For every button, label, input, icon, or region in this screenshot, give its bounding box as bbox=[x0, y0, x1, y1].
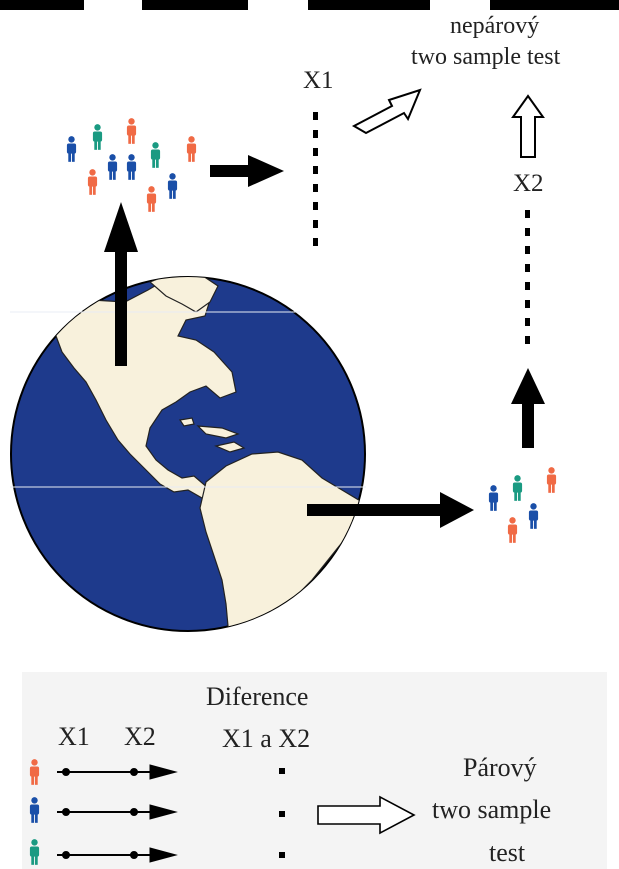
arrow-icon bbox=[104, 202, 138, 366]
unpaired-test-title-line1: nepárový bbox=[450, 13, 540, 39]
unpaired-test-title-line2: two sample test bbox=[411, 44, 561, 70]
south-america-landmass bbox=[199, 451, 363, 631]
difference-label-line1: Diference bbox=[206, 682, 309, 711]
globe-icon bbox=[10, 276, 366, 632]
top-edge-gap bbox=[248, 0, 308, 10]
arrow-icon bbox=[307, 492, 474, 528]
paired-test-title-line3: test bbox=[489, 838, 526, 867]
x2-label-right: X2 bbox=[513, 170, 544, 197]
x1-label-bottom: X1 bbox=[58, 722, 90, 751]
x1-dots bbox=[313, 112, 318, 246]
hollow-arrow-icon bbox=[511, 94, 545, 158]
hollow-arrow-icon bbox=[351, 88, 422, 135]
person-icon bbox=[29, 759, 40, 785]
caribbean-island bbox=[214, 441, 246, 453]
pair-arrow-row bbox=[57, 847, 178, 863]
x2-label-bottom: X2 bbox=[124, 722, 156, 751]
difference-dot bbox=[279, 811, 285, 817]
difference-label-line2: X1 a X2 bbox=[222, 724, 311, 753]
greenland-landmass bbox=[148, 277, 219, 313]
arrow-icon bbox=[210, 155, 284, 187]
person-icon bbox=[29, 839, 40, 865]
paired-test-panel bbox=[22, 672, 607, 869]
difference-dot bbox=[279, 768, 285, 774]
pair-arrow-row bbox=[57, 804, 178, 820]
x1-label-top: X1 bbox=[303, 67, 334, 94]
caribbean-island bbox=[196, 425, 240, 439]
paired-test-title-line1: Párový bbox=[463, 753, 537, 782]
person-icon bbox=[29, 797, 40, 823]
top-edge-gap bbox=[430, 0, 490, 10]
caribbean-island bbox=[178, 417, 195, 427]
top-edge-gap bbox=[84, 0, 142, 10]
paired-test-title-line2: two sample bbox=[432, 795, 552, 824]
arrow-icon bbox=[511, 368, 545, 448]
hollow-arrow-icon bbox=[317, 795, 416, 835]
difference-dot bbox=[279, 852, 285, 858]
x2-dots bbox=[525, 210, 530, 344]
top-edge-bar bbox=[0, 0, 619, 10]
pair-arrow-row bbox=[57, 764, 178, 780]
